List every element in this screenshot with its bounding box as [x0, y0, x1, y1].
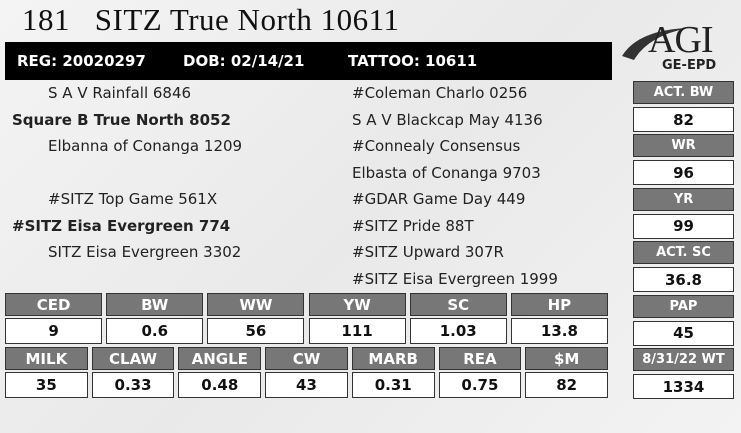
pedigree-right: #Connealy Consensus — [352, 137, 521, 155]
id-bar: REG: 20020297 DOB: 02/14/21 TATTOO: 1061… — [5, 42, 612, 80]
pedigree-right: S A V Blackcap May 4136 — [352, 110, 543, 129]
epd-header: WW — [207, 293, 305, 316]
animal-name: SITZ True North 10611 — [94, 2, 400, 37]
epd-value: 111 — [308, 318, 406, 344]
epd-header: REA — [438, 347, 522, 370]
epd-value: 82 — [525, 372, 608, 398]
pedigree-left: Square B True North 8052 — [12, 110, 231, 129]
pedigree-left: #SITZ Top Game 561X — [48, 190, 218, 208]
lot-number: 181 — [22, 2, 70, 37]
stat-label: ACT. BW — [633, 81, 734, 104]
epd-value: 1.03 — [409, 318, 507, 344]
stat-value: 99 — [633, 213, 734, 239]
lot-title: 181 SITZ True North 10611 — [22, 2, 399, 38]
stat-label: YR — [633, 187, 734, 211]
stat-label: ACT. SC — [633, 241, 734, 265]
stat-value: 45 — [633, 320, 734, 346]
epd-value: 0.75 — [438, 372, 522, 398]
stat-value: 96 — [633, 160, 734, 186]
epd-value: 13.8 — [510, 318, 608, 344]
epd-value: 43 — [265, 372, 348, 398]
logo: AGI GE-EPD — [618, 19, 736, 76]
logo-swoosh — [622, 28, 688, 60]
pedigree-left: Elbanna of Conanga 1209 — [48, 137, 243, 155]
epd-header: CW — [265, 347, 348, 370]
epd-value: 0.33 — [91, 372, 175, 398]
reg: REG: 20020297 — [17, 52, 146, 70]
pedigree-right: #SITZ Upward 307R — [352, 243, 504, 261]
epd-value: 56 — [207, 318, 305, 344]
epd-value: 0.31 — [351, 372, 435, 398]
stat-value: 1334 — [633, 374, 734, 399]
stat-value: 36.8 — [633, 267, 734, 293]
logo-main: AGI — [648, 19, 714, 61]
epd-header: CLAW — [91, 347, 175, 370]
dob: DOB: 02/14/21 — [183, 52, 305, 70]
stat-value: 82 — [633, 107, 734, 132]
epd-header: YW — [308, 293, 406, 316]
pedigree-right: #GDAR Game Day 449 — [352, 190, 526, 208]
pedigree-right: #SITZ Eisa Evergreen 1999 — [352, 269, 558, 288]
tattoo: TATTOO: 10611 — [348, 52, 478, 70]
epd-header: MILK — [5, 347, 88, 370]
epd-header: CED — [5, 293, 103, 316]
pedigree-left: #SITZ Eisa Evergreen 774 — [12, 216, 231, 235]
pedigree-right: Elbasta of Conanga 9703 — [352, 163, 541, 182]
stat-label: PAP — [633, 294, 734, 318]
epd-value: 0.6 — [106, 318, 204, 344]
pedigree-left: SITZ Eisa Evergreen 3302 — [48, 243, 242, 261]
epd-value: 9 — [5, 318, 103, 344]
epd-header: SC — [409, 293, 507, 316]
epd-header: HP — [510, 293, 608, 316]
stat-label: WR — [633, 134, 734, 158]
epd-header: $M — [525, 347, 608, 370]
pedigree-right: #SITZ Pride 88T — [352, 216, 474, 235]
epd-value: 35 — [5, 372, 88, 398]
epd-value: 0.48 — [178, 372, 262, 398]
logo-sub: GE-EPD — [662, 58, 717, 73]
pedigree-right: #Coleman Charlo 0256 — [352, 84, 528, 102]
pedigree-left: S A V Rainfall 6846 — [48, 84, 192, 102]
epd-header: MARB — [351, 347, 435, 370]
stat-label: 8/31/22 WT — [633, 348, 734, 371]
epd-header: ANGLE — [178, 347, 262, 370]
epd-header: BW — [106, 293, 204, 316]
